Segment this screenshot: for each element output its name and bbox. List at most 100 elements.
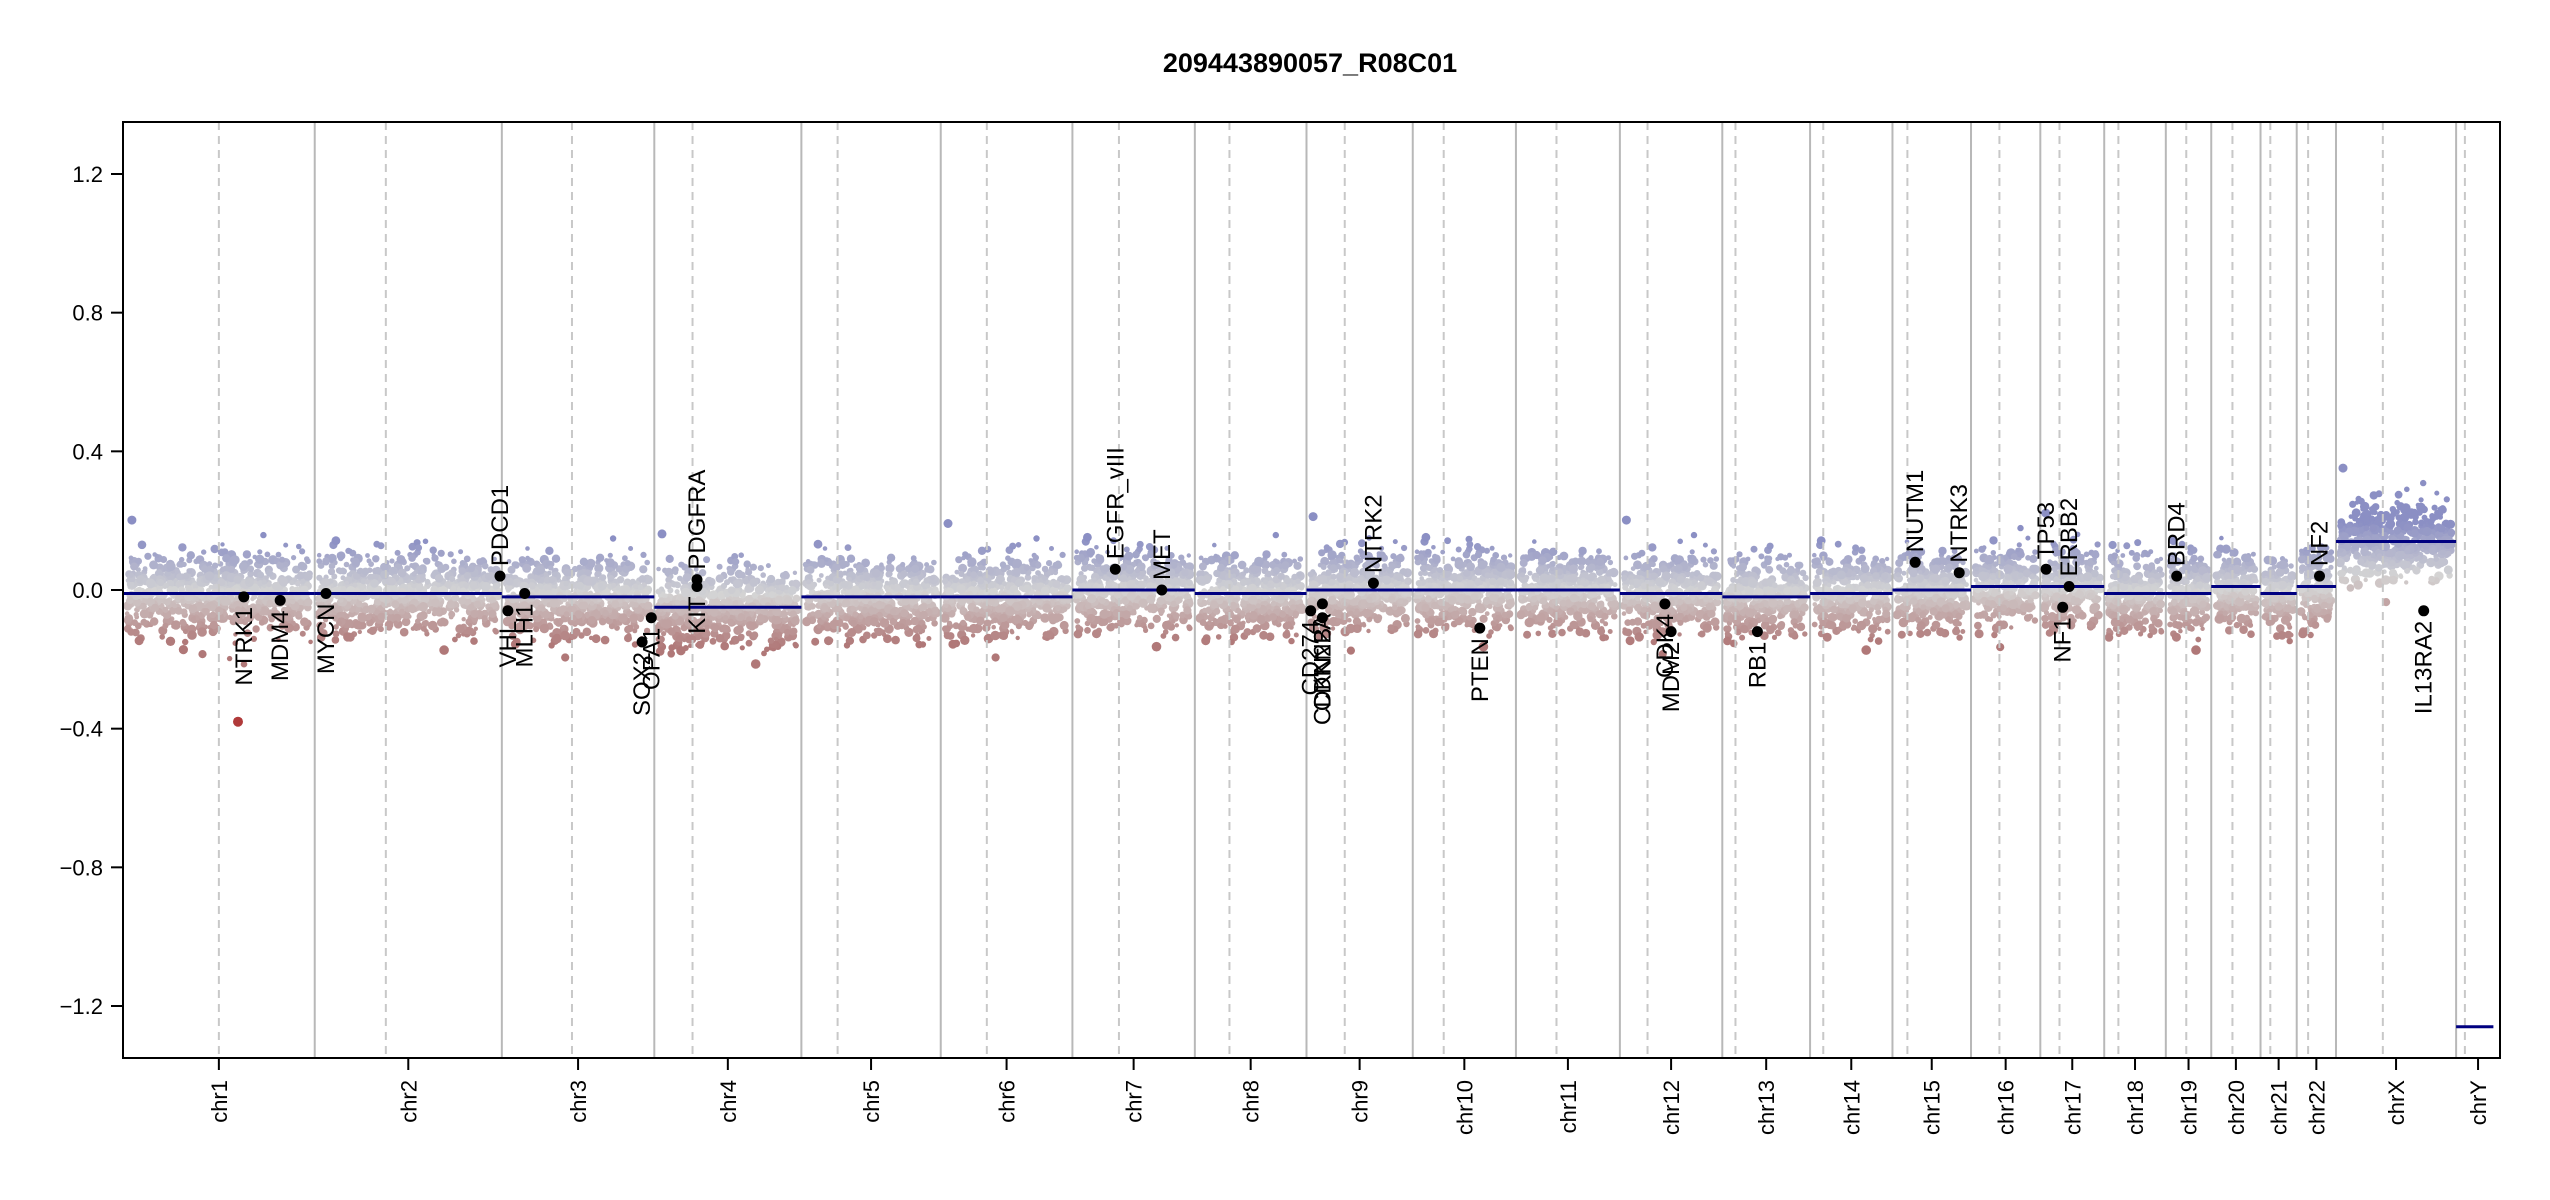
probe-point (137, 540, 147, 550)
probe-point (548, 576, 556, 583)
probe-point (727, 586, 736, 595)
probe-point (743, 560, 751, 568)
probe-point (1217, 622, 1224, 629)
probe-point (437, 564, 447, 573)
probe-point (128, 572, 134, 578)
probe-point (859, 574, 865, 580)
probe-point (424, 578, 431, 585)
probe-point (1102, 564, 1111, 572)
probe-point (525, 546, 530, 551)
probe-point (672, 569, 679, 575)
probe-point (219, 588, 225, 593)
probe-point (855, 564, 865, 573)
probe-point (846, 554, 856, 563)
probe-point (458, 549, 464, 555)
probe-point (492, 583, 500, 590)
probe-point (124, 611, 130, 616)
probe-point (991, 624, 996, 630)
probe-point (127, 603, 132, 609)
probe-point (724, 599, 729, 605)
probe-point (226, 655, 233, 662)
probe-point (1171, 633, 1180, 642)
probe-point (215, 606, 224, 616)
probe-point (338, 569, 343, 575)
probe-point (1083, 532, 1092, 542)
probe-point (373, 540, 381, 548)
probe-point (1134, 580, 1140, 585)
probe-point (717, 611, 722, 616)
probe-point (250, 596, 255, 602)
probe-point (505, 577, 514, 586)
probe-point (1086, 608, 1093, 615)
probe-point (663, 593, 668, 598)
probe-point (197, 621, 202, 626)
probe-point (463, 572, 472, 580)
probe-point (671, 612, 679, 620)
probe-point (943, 631, 952, 640)
probe-point (828, 580, 835, 587)
probe-point (1297, 556, 1304, 562)
probe-point (1063, 584, 1072, 592)
probe-point (756, 614, 765, 623)
probe-point (1186, 625, 1193, 632)
probe-point (1061, 606, 1068, 613)
probe-point (640, 551, 647, 559)
probe-point (187, 630, 197, 640)
probe-point (452, 636, 458, 643)
probe-point (327, 568, 336, 576)
probe-point (264, 575, 269, 580)
probe-point (1092, 577, 1097, 582)
probe-point (1126, 580, 1135, 589)
probe-point (560, 624, 566, 630)
probe-point (754, 585, 765, 595)
probe-point (633, 602, 639, 608)
probe-point (872, 602, 878, 608)
probe-point (952, 577, 959, 583)
probe-point (182, 572, 190, 580)
probe-point (192, 583, 199, 590)
probe-point (1273, 567, 1281, 575)
probe-point (391, 600, 400, 609)
probe-point (291, 555, 297, 561)
probe-point (439, 645, 449, 655)
probe-point (1084, 602, 1092, 610)
probe-point (765, 563, 771, 569)
probe-point (1033, 535, 1040, 542)
probe-point (188, 604, 198, 614)
probe-point (209, 611, 217, 619)
probe-points (123, 463, 2457, 669)
probe-point (204, 571, 215, 581)
probe-point (898, 623, 905, 630)
probe-point (674, 589, 680, 595)
probe-point (331, 587, 337, 593)
probe-point (418, 602, 428, 612)
probe-point (1035, 597, 1044, 606)
probe-point (255, 554, 265, 564)
probe-point (999, 613, 1008, 623)
probe-point (124, 614, 134, 623)
probe-point (729, 640, 734, 645)
probe-point (816, 577, 822, 583)
probe-point (618, 613, 628, 623)
probe-point (611, 600, 620, 608)
probe-point (1277, 572, 1285, 580)
probe-point (1259, 630, 1268, 640)
chart-title: 209443890057_R08C01 (1163, 48, 1457, 78)
probe-point (1087, 594, 1097, 604)
probe-point (437, 549, 445, 557)
probe-point (365, 553, 370, 558)
probe-point (132, 598, 142, 607)
probe-point (900, 609, 909, 618)
probe-point (257, 549, 263, 555)
probe-point (1265, 570, 1272, 578)
probe-point (356, 568, 363, 574)
probe-point (304, 556, 310, 562)
probe-point (518, 556, 526, 564)
probe-point (844, 544, 852, 551)
probe-point (243, 629, 252, 637)
probe-point (159, 634, 165, 640)
probe-point (972, 588, 978, 595)
probe-point (843, 642, 851, 649)
probe-point (182, 638, 189, 646)
